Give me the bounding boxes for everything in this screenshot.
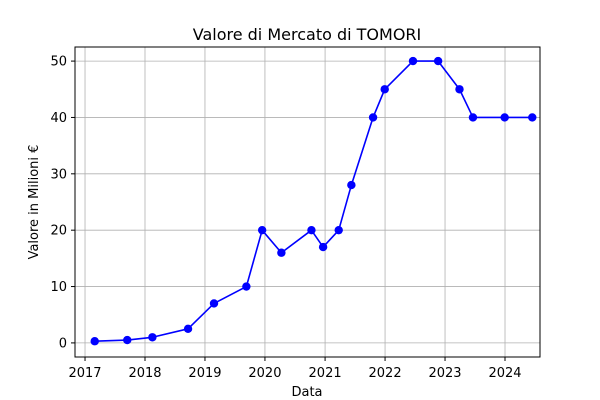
data-point: [148, 333, 157, 342]
chart-title: Valore di Mercato di TOMORI: [193, 25, 422, 44]
plot-area-frame: [74, 46, 541, 358]
data-point: [257, 225, 267, 235]
data-point: [318, 242, 328, 252]
data-point: [500, 113, 509, 122]
data-point: [455, 85, 464, 94]
axis-ticks: 2017 2018 2019 2020 2021 2022 2023 2024 0 10 20 30 4…: [50, 55, 521, 381]
x-tick-label: 2021: [309, 366, 342, 381]
data-point: [277, 248, 286, 257]
y-tick-label: 50: [50, 55, 67, 70]
data-point: [183, 324, 193, 334]
x-tick-label: 2022: [369, 366, 402, 381]
data-point: [90, 337, 99, 346]
y-tick-label: 30: [50, 167, 67, 182]
data-point: [368, 113, 378, 122]
data-point: [408, 56, 418, 66]
data-point: [347, 180, 356, 190]
data-point: [209, 299, 219, 308]
data-point: [307, 225, 316, 235]
y-axis-label: Valore in Milioni €: [27, 145, 42, 260]
data-point: [433, 56, 443, 66]
y-tick-label: 20: [50, 224, 67, 239]
x-tick-label: 2023: [428, 366, 461, 381]
x-axis-label: Data: [291, 385, 322, 400]
x-tick-label: 2020: [248, 366, 281, 381]
gridlines: [75, 47, 540, 357]
data-point: [123, 335, 132, 345]
y-tick-label: 40: [50, 111, 67, 126]
x-tick-label: 2017: [68, 366, 101, 381]
series-line: [94, 60, 533, 343]
x-tick-label: 2019: [188, 366, 221, 381]
data-point: [242, 282, 251, 291]
y-tick-label: 0: [59, 336, 67, 351]
x-tick-label: 2018: [128, 366, 161, 381]
y-tick-label: 10: [50, 280, 67, 295]
data-point: [334, 225, 343, 235]
data-point: [528, 113, 537, 122]
x-tick-label: 2024: [488, 366, 521, 381]
data-point: [380, 85, 389, 94]
data-point: [468, 113, 478, 122]
series-group: [90, 56, 537, 346]
